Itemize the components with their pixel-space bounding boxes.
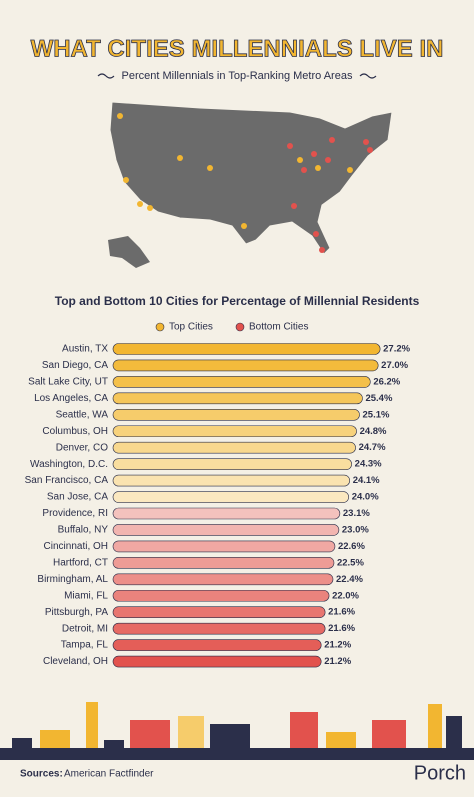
value-label: 22.0% [332,590,359,601]
title: WHAT CITIES MILLENNIALS LIVE IN [31,35,444,62]
category-label: Austin, TX [62,344,108,355]
legend-label: Top Cities [169,322,213,333]
value-label: 27.2% [383,344,410,355]
value-label: 25.4% [365,393,392,404]
category-label: Cincinnati, OH [44,541,108,552]
category-label: Tampa, FL [61,640,109,651]
value-label: 24.1% [353,475,380,486]
category-label: Pittsburgh, PA [45,607,109,618]
skyline [0,702,474,760]
legend-swatch [235,322,245,332]
bar [112,491,350,503]
bar [112,606,326,619]
value-label: 21.2% [324,640,351,651]
category-label: Providence, RI [42,508,108,519]
bar [112,392,363,405]
value-label: 24.0% [352,492,379,503]
value-label: 22.6% [338,541,365,552]
value-label: 24.7% [359,442,386,453]
bar [112,441,356,454]
category-label: Salt Lake City, UT [28,377,108,388]
category-label: Denver, CO [56,442,108,453]
bar [112,376,371,388]
bar [112,458,352,470]
category-label: Washington, D.C. [30,459,108,470]
value-label: 22.5% [337,557,364,568]
subtitle-ornament [97,73,377,79]
bar [112,359,379,372]
subtitle: Percent Millennials in Top-Ranking Metro… [122,70,353,82]
chart-title: Top and Bottom 10 Cities for Percentage … [55,294,420,308]
bar [112,474,350,487]
value-label: 22.4% [336,574,363,585]
bar [112,408,360,421]
bar [112,540,336,553]
value-label: 21.6% [328,623,355,634]
value-label: 24.8% [360,426,387,437]
legend-swatch [155,322,165,332]
bar [112,524,340,536]
value-label: 25.1% [363,409,390,420]
bar [112,639,322,651]
sources-label: Sources: [20,769,63,780]
category-label: Los Angeles, CA [34,393,108,404]
category-label: Detroit, MI [62,623,108,634]
value-label: 23.0% [342,524,369,535]
category-label: Hartford, CT [53,557,108,568]
category-label: Birmingham, AL [37,574,108,585]
value-label: 24.3% [355,459,382,470]
category-label: Seattle, WA [56,409,109,420]
brand: Porch [414,762,466,784]
category-label: Buffalo, NY [58,525,109,536]
category-label: Columbus, OH [42,426,108,437]
legend-label: Bottom Cities [249,322,308,333]
value-label: 27.0% [381,360,408,371]
value-label: 23.1% [343,508,370,519]
bar [112,425,357,438]
category-label: Cleveland, OH [43,656,108,667]
bar [112,507,341,520]
us-map [108,101,393,268]
category-label: San Francisco, CA [25,475,109,486]
value-label: 21.2% [324,656,351,667]
value-label: 21.6% [328,607,355,618]
bar [112,589,330,602]
category-label: San Diego, CA [42,360,108,371]
bar [112,622,326,635]
bar-chart: Top and Bottom 10 Cities for Percentage … [25,294,420,668]
bar [112,655,322,668]
category-label: San Jose, CA [47,492,108,503]
bar [112,343,381,355]
category-label: Miami, FL [64,590,108,601]
value-label: 26.2% [373,376,400,387]
sources: American Factfinder [64,769,154,780]
bar [112,573,334,586]
bar [112,557,335,569]
